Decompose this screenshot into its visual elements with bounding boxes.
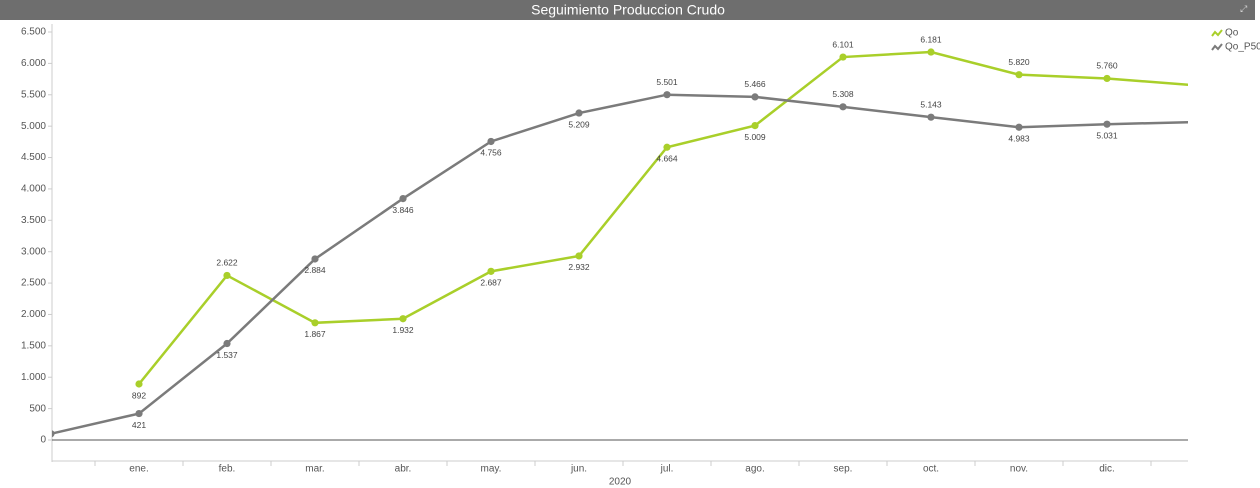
x-tick-label: oct. (923, 464, 939, 475)
x-tick-label: jul. (660, 464, 674, 475)
data-point (223, 339, 231, 348)
data-point (1191, 118, 1198, 125)
data-point (575, 252, 583, 260)
data-label: 3.846 (392, 205, 414, 215)
data-label: 5.308 (832, 89, 854, 99)
data-label: 4.664 (656, 153, 678, 163)
y-tick-label: 4.000 (21, 184, 46, 195)
data-point (1015, 123, 1023, 131)
data-point (663, 143, 671, 151)
x-tick-label: feb. (219, 464, 236, 475)
data-label: 1.932 (392, 325, 414, 335)
data-point (311, 319, 319, 327)
data-point (399, 315, 407, 323)
x-axis-title: 2020 (609, 477, 632, 488)
data-point (927, 48, 935, 56)
data-point (1191, 82, 1198, 89)
y-tick-label: 6.000 (21, 58, 46, 69)
chart-title: Seguimiento Produccion Crudo (531, 2, 725, 18)
data-point (399, 194, 407, 203)
legend-icon (1211, 29, 1223, 37)
data-label: 5.820 (1008, 57, 1030, 67)
data-label: 5.209 (568, 119, 590, 129)
data-label: 6.101 (832, 39, 854, 49)
data-label: 2.687 (480, 278, 502, 288)
legend-label: Qo_P50 (1225, 42, 1260, 53)
data-point (1015, 71, 1023, 79)
data-label: 5.466 (744, 79, 766, 89)
x-tick-label: jun. (570, 464, 587, 475)
y-tick-label: 5.500 (21, 89, 46, 100)
data-point (135, 380, 143, 388)
data-point (839, 103, 847, 111)
y-tick-label: 3.500 (21, 215, 46, 226)
data-point (1103, 120, 1111, 128)
data-point (311, 255, 319, 263)
data-point (487, 137, 495, 146)
data-label: 4.756 (480, 148, 502, 158)
data-label: 5.031 (1096, 130, 1118, 140)
data-point (663, 91, 671, 99)
expand-icon[interactable]: ⤢ (1239, 3, 1247, 13)
data-point (487, 267, 495, 275)
y-tick-label: 0 (40, 435, 46, 446)
data-label: 1.867 (304, 329, 326, 339)
y-tick-label: 4.500 (21, 152, 46, 163)
y-tick-label: 3.000 (21, 246, 46, 257)
x-tick-label: sep. (834, 464, 853, 475)
data-point (751, 93, 759, 101)
x-tick-label: may. (481, 464, 502, 475)
x-tick-label: nov. (1010, 464, 1028, 475)
data-label: 2.932 (568, 262, 590, 272)
data-label: 5.009 (744, 132, 766, 142)
data-point (839, 53, 847, 61)
y-tick-label: 6.500 (21, 27, 46, 38)
data-point (52, 430, 55, 438)
data-label: 4.983 (1008, 133, 1030, 143)
data-label: 5.143 (920, 99, 942, 109)
data-label: 892 (132, 390, 146, 400)
data-label: 2.884 (304, 265, 326, 275)
data-label: 421 (132, 420, 146, 430)
data-point (751, 121, 759, 130)
legend-label: Qo (1225, 28, 1239, 39)
data-point (1103, 74, 1111, 83)
x-tick-label: abr. (395, 464, 412, 475)
data-label: 5.760 (1096, 61, 1118, 71)
series-line (52, 93, 1188, 435)
x-tick-label: ene. (129, 464, 148, 475)
x-tick-label: ago. (745, 464, 764, 475)
legend-icon (1211, 43, 1223, 51)
data-label: 2.622 (216, 258, 238, 268)
y-tick-label: 500 (29, 403, 46, 414)
plot-area: 892 2.622 1.867 1.932 2.687 2.932 4.664 5.009 6.… (52, 34, 1198, 438)
x-tick-label: dic. (1099, 464, 1115, 475)
y-tick-label: 2.500 (21, 278, 46, 289)
data-point (575, 109, 583, 117)
x-tick-label: mar. (305, 464, 324, 475)
data-point (927, 113, 935, 121)
y-tick-label: 1.500 (21, 340, 46, 351)
data-label: 5.501 (656, 77, 678, 87)
title-bar (0, 0, 1255, 20)
data-point (223, 271, 231, 280)
data-label: 1.537 (216, 350, 238, 360)
y-tick-label: 5.000 (21, 121, 46, 132)
data-label: 6.181 (920, 34, 942, 44)
series-line (138, 50, 1188, 385)
y-tick-label: 2.000 (21, 309, 46, 320)
y-tick-label: 1.000 (21, 372, 46, 383)
data-point (135, 409, 143, 418)
